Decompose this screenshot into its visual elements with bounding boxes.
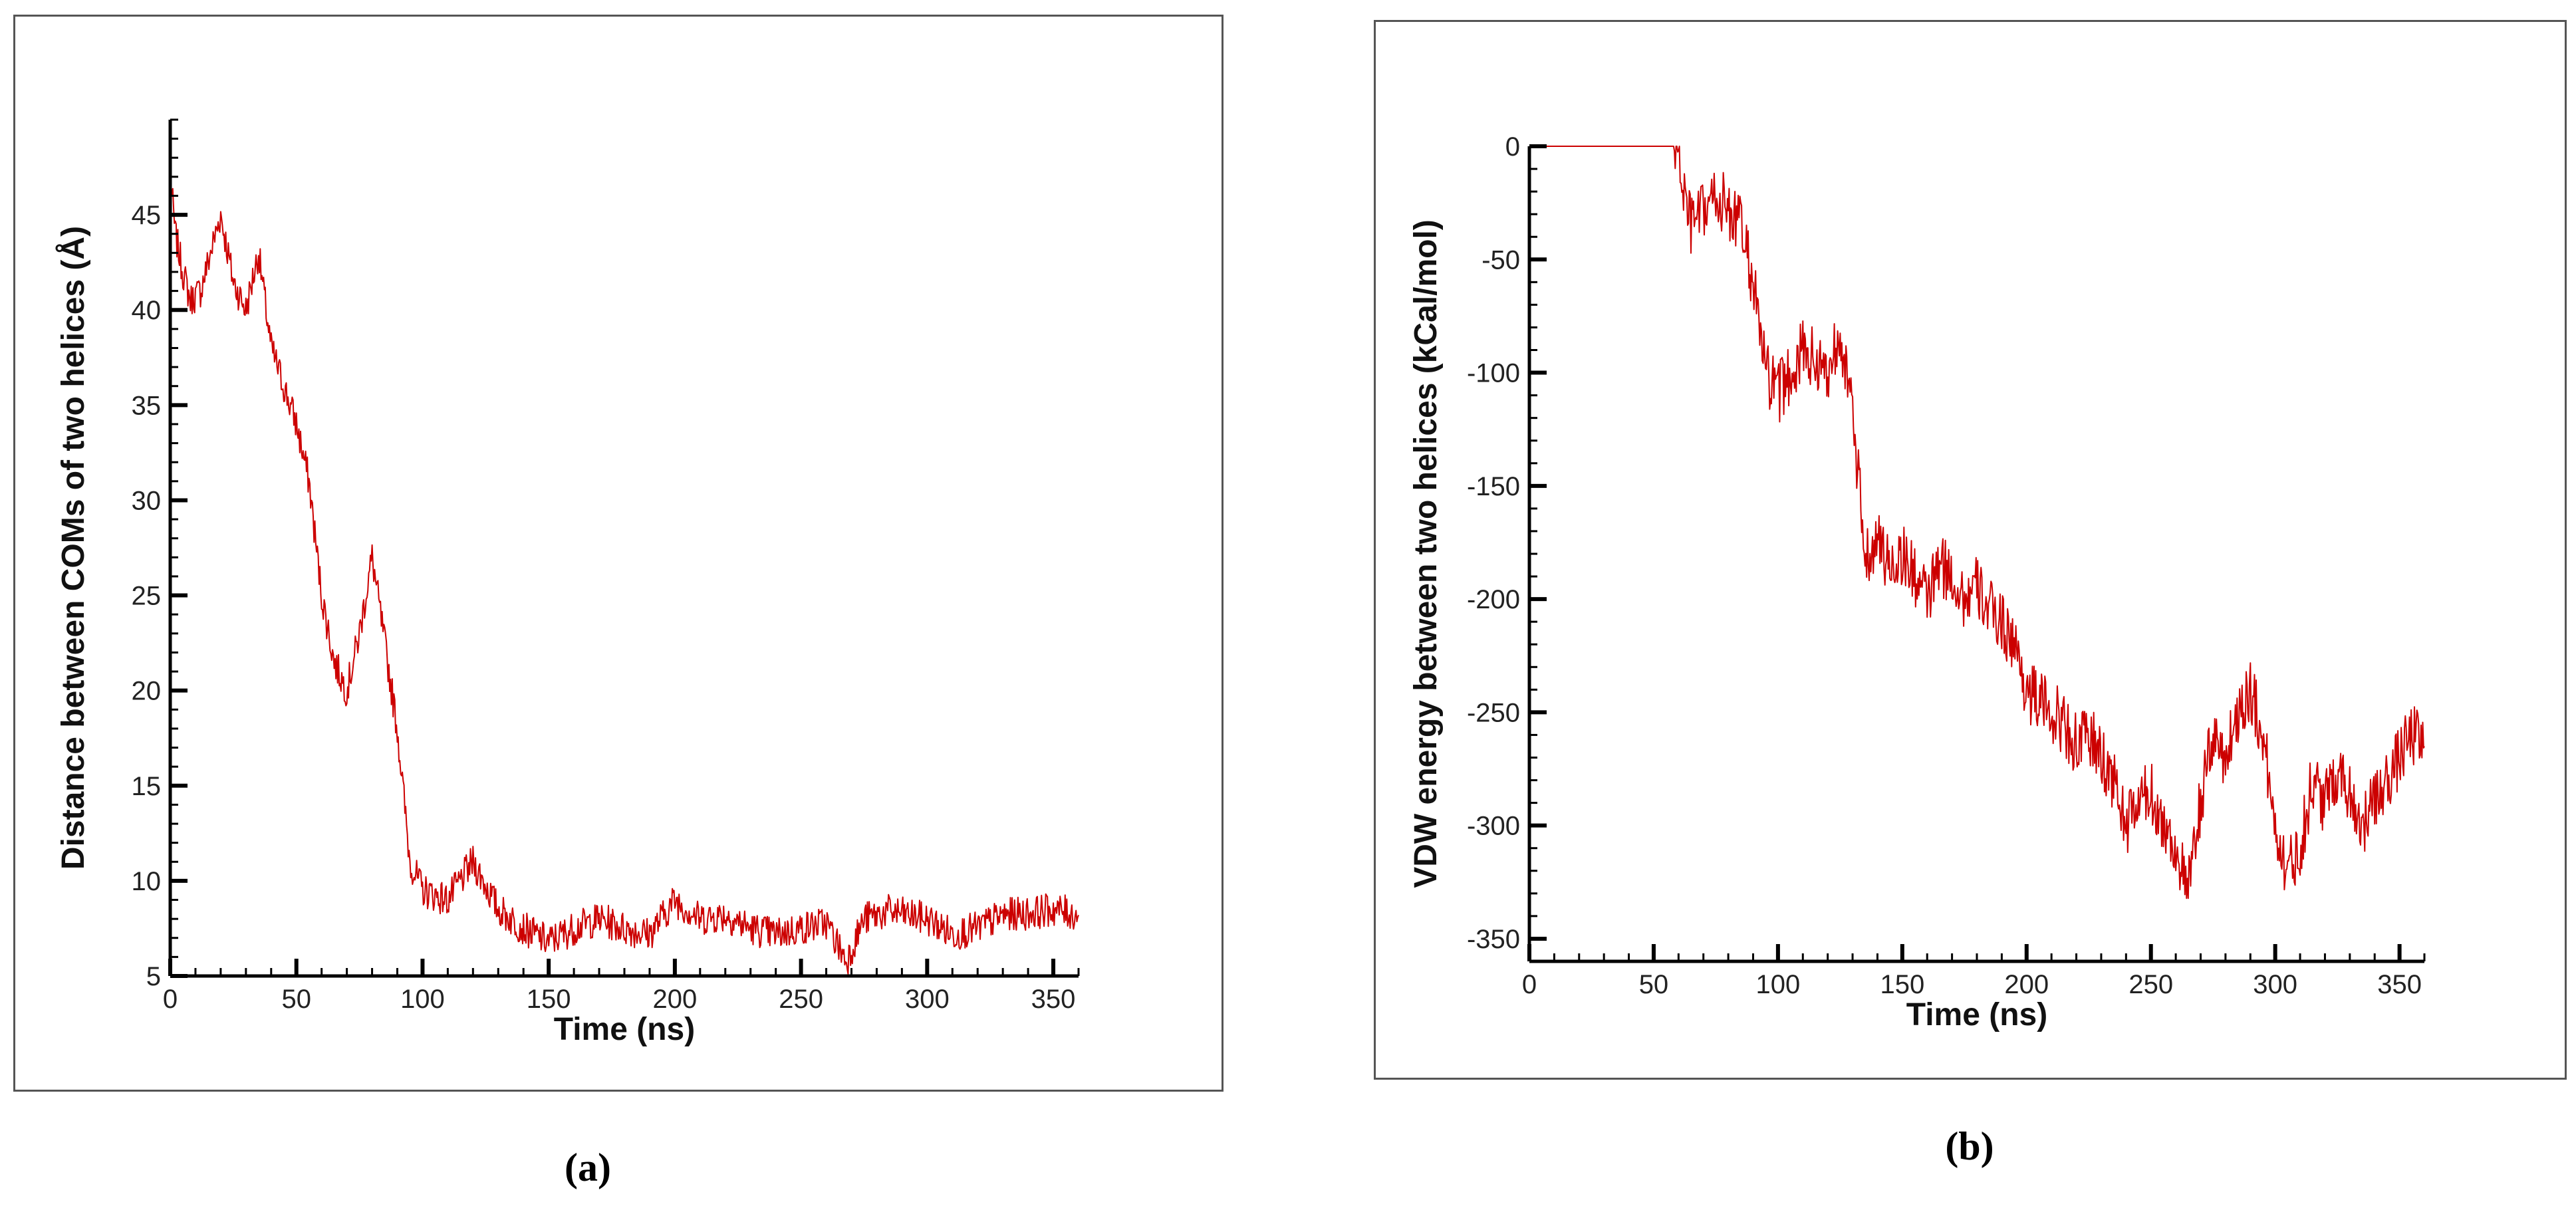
y-tick-label-b: 0 (1505, 132, 1520, 162)
x-tick-label-b: 350 (2377, 970, 2422, 999)
y-axis-title-a: Distance between COMs of two helices (Å) (55, 226, 91, 870)
chart-a-plot: 0 50 100 150 200 250 300 350 5 10 15 20 25 30 35 40 45 Ti… (55, 118, 1080, 1047)
x-tick-label-a: 200 (653, 985, 698, 1014)
x-tick-label-b: 300 (2253, 970, 2297, 999)
x-axis-title-b: Time (ns) (1906, 997, 2047, 1032)
series-line-b (1529, 146, 2425, 900)
y-tick-label-a: 40 (132, 296, 162, 325)
x-tick-label-b: 50 (1639, 970, 1669, 999)
chart-a-frame (13, 15, 1224, 1092)
y-tick-label-b: -50 (1481, 245, 1520, 275)
y-tick-label-b: -150 (1467, 472, 1520, 501)
x-tick-label-b: 150 (1880, 970, 1924, 999)
panel-label-a: (a) (565, 1146, 611, 1189)
y-tick-label-a: 5 (146, 962, 161, 991)
y-tick-label-b: -300 (1467, 812, 1520, 841)
y-tick-label-a: 10 (132, 867, 162, 896)
x-tick-label-b: 0 (1522, 970, 1537, 999)
x-tick-label-a: 350 (1031, 985, 1076, 1014)
x-tick-label-a: 150 (527, 985, 571, 1014)
series-line-a (170, 173, 1079, 975)
panel-label-b: (b) (1945, 1124, 1994, 1168)
y-axis-title-b: VDW energy between two helices (kCal/mol… (1408, 219, 1444, 888)
x-tick-label-b: 250 (2128, 970, 2173, 999)
chart-b-frame (1374, 20, 2567, 1080)
y-tick-label-b: -200 (1467, 585, 1520, 614)
x-tick-label-a: 50 (281, 985, 311, 1014)
x-tick-label-a: 300 (905, 985, 950, 1014)
x-tick-label-b: 200 (2004, 970, 2049, 999)
chart-b-plot: 0 50 100 150 200 250 300 350 0 -50 -100 -150 -200 -25… (1408, 132, 2426, 1032)
y-tick-label-b: -250 (1467, 698, 1520, 727)
y-tick-label-a: 20 (132, 677, 162, 706)
x-tick-label-a: 100 (400, 985, 445, 1014)
x-axis-title-a: Time (ns) (554, 1012, 695, 1047)
y-tick-label-b: -350 (1467, 925, 1520, 954)
y-tick-label-a: 45 (132, 201, 162, 230)
x-tick-label-a: 0 (163, 985, 178, 1014)
y-tick-label-a: 35 (132, 391, 162, 420)
y-tick-label-a: 30 (132, 486, 162, 515)
y-tick-label-a: 15 (132, 772, 162, 801)
y-tick-label-b: -100 (1467, 359, 1520, 388)
y-tick-label-a: 25 (132, 582, 162, 611)
x-tick-label-b: 100 (1756, 970, 1801, 999)
x-tick-label-a: 250 (779, 985, 823, 1014)
